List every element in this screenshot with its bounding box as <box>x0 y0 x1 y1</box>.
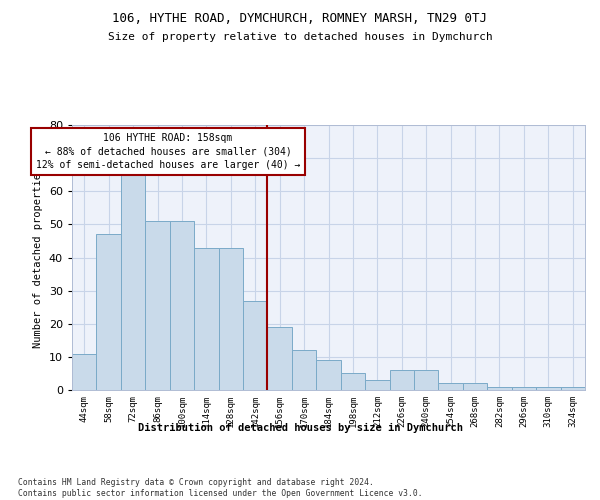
Bar <box>512 386 536 390</box>
Bar <box>463 384 487 390</box>
Bar <box>536 386 560 390</box>
Bar <box>439 384 463 390</box>
Bar <box>487 386 512 390</box>
Bar <box>414 370 439 390</box>
Bar <box>145 221 170 390</box>
Bar <box>121 174 145 390</box>
Text: 106, HYTHE ROAD, DYMCHURCH, ROMNEY MARSH, TN29 0TJ: 106, HYTHE ROAD, DYMCHURCH, ROMNEY MARSH… <box>113 12 487 26</box>
Bar <box>365 380 389 390</box>
Bar <box>72 354 97 390</box>
Text: Size of property relative to detached houses in Dymchurch: Size of property relative to detached ho… <box>107 32 493 42</box>
Bar <box>389 370 414 390</box>
Bar <box>341 374 365 390</box>
Bar <box>560 386 585 390</box>
Y-axis label: Number of detached properties: Number of detached properties <box>33 167 43 348</box>
Bar <box>97 234 121 390</box>
Bar <box>243 300 268 390</box>
Bar <box>218 248 243 390</box>
Bar <box>170 221 194 390</box>
Text: 106 HYTHE ROAD: 158sqm
← 88% of detached houses are smaller (304)
12% of semi-de: 106 HYTHE ROAD: 158sqm ← 88% of detached… <box>36 134 300 170</box>
Bar <box>316 360 341 390</box>
Bar <box>292 350 316 390</box>
Text: Distribution of detached houses by size in Dymchurch: Distribution of detached houses by size … <box>137 422 463 432</box>
Text: Contains HM Land Registry data © Crown copyright and database right 2024.
Contai: Contains HM Land Registry data © Crown c… <box>18 478 422 498</box>
Bar <box>268 327 292 390</box>
Bar <box>194 248 218 390</box>
